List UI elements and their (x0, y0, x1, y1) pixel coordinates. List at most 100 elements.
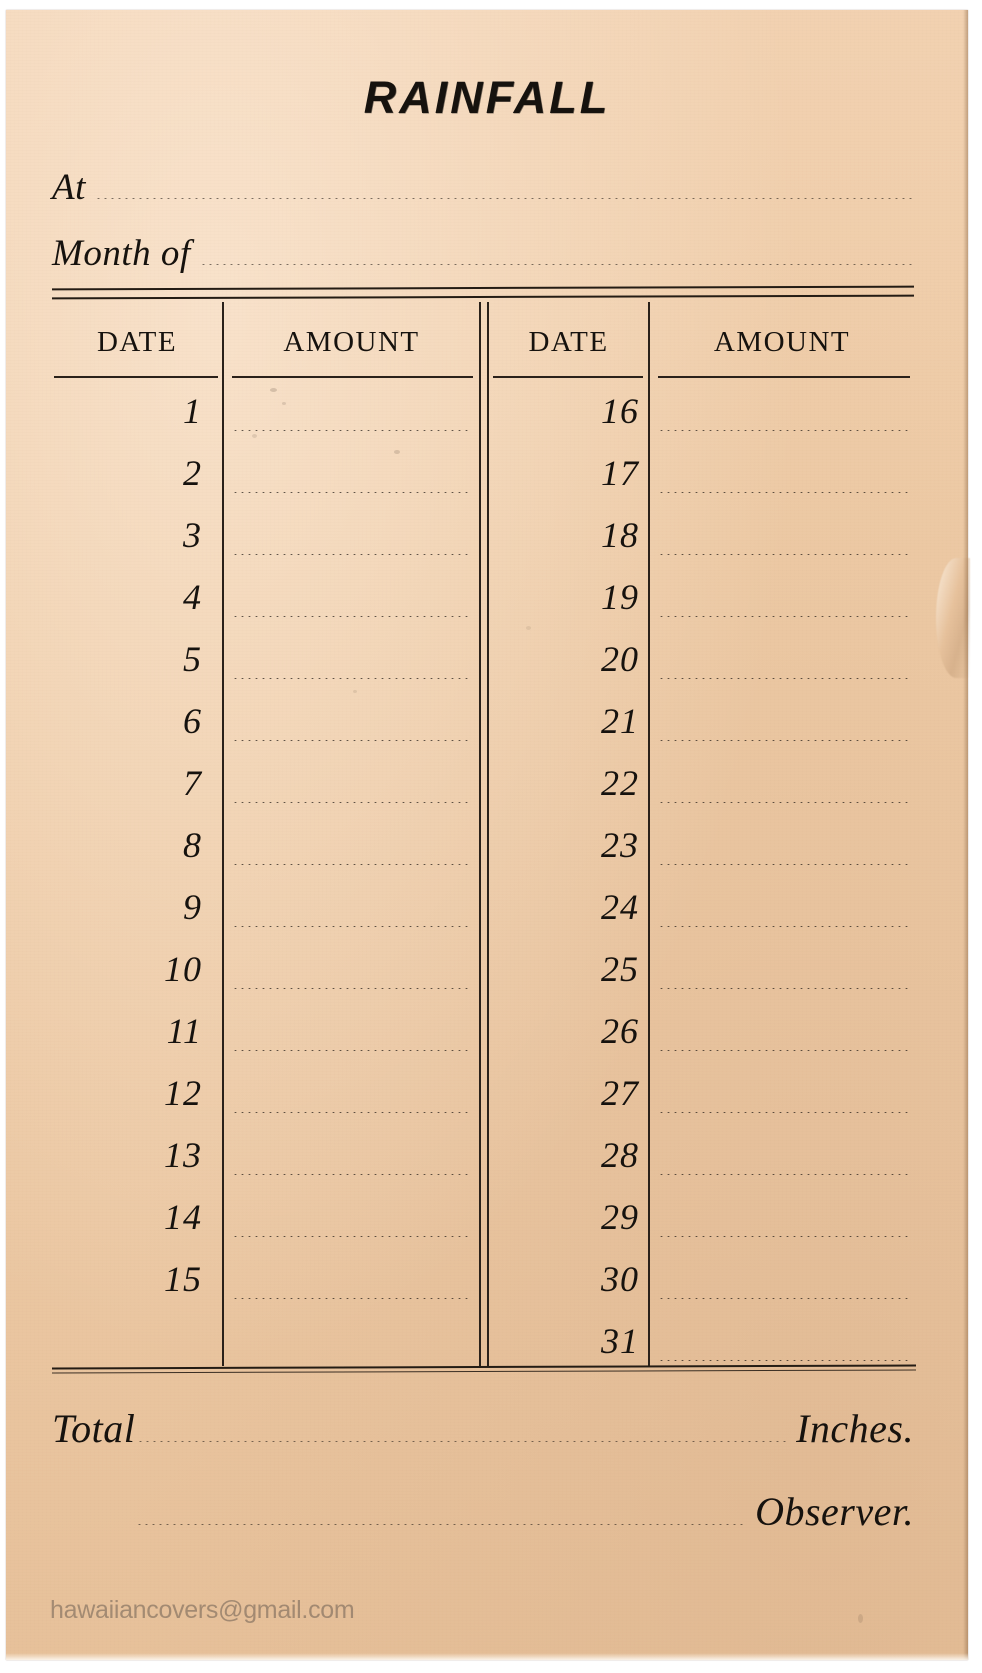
table-row: 5 (52, 628, 914, 690)
amount-input-19[interactable] (658, 616, 908, 617)
table-row: 6 (52, 690, 914, 752)
card-right-edge-shadow (963, 10, 968, 1660)
page-title: RAINFALL (363, 72, 611, 123)
amount-input-4[interactable] (232, 616, 470, 617)
field-row-at: At (52, 166, 914, 209)
amount-input-2[interactable] (232, 492, 470, 493)
date-cell-27: 27 (601, 1073, 639, 1113)
amount-input-21[interactable] (658, 740, 908, 741)
amount-input-1[interactable] (232, 430, 470, 431)
amount-input-30[interactable] (658, 1298, 908, 1299)
table-row: 10 (52, 938, 914, 1000)
amount-input-6[interactable] (232, 740, 470, 741)
date-cell-25: 25 (601, 949, 639, 989)
table-row: 30 (52, 1248, 914, 1310)
column-header-date-left: DATE (96, 326, 178, 358)
amount-input-23[interactable] (658, 864, 908, 865)
table-row: 23 (52, 814, 914, 876)
field-label-at: At (52, 167, 86, 208)
amount-input-27[interactable] (658, 1112, 908, 1113)
table-row: 22 (52, 752, 914, 814)
column-header-date-right: DATE (528, 326, 609, 358)
field-row-month-of: Month of (52, 232, 914, 275)
date-cell-18: 18 (601, 515, 639, 555)
table-row: 31 (52, 1310, 914, 1372)
field-input-at[interactable] (94, 198, 914, 199)
observer-label: Observer. (755, 1489, 914, 1534)
table-row: 25 (52, 938, 914, 1000)
date-cell-10: 10 (164, 949, 202, 989)
amount-input-9[interactable] (232, 926, 470, 927)
header-underline-date-right (493, 376, 643, 378)
header-underline-amount-left (232, 376, 473, 378)
amount-input-16[interactable] (658, 430, 908, 431)
table-row: 17 (52, 442, 914, 504)
footer-row-observer: Total Observer. (52, 1488, 914, 1535)
center-divider-right-bar (487, 302, 489, 1366)
date-cell-7: 7 (183, 763, 202, 803)
amount-input-7[interactable] (232, 802, 470, 803)
table-row: 9 (52, 876, 914, 938)
date-cell-6: 6 (183, 701, 202, 741)
date-cell-17: 17 (601, 453, 639, 493)
date-cell-3: 3 (183, 515, 202, 555)
amount-input-26[interactable] (658, 1050, 908, 1051)
table-row: 7 (52, 752, 914, 814)
date-cell-15: 15 (164, 1259, 202, 1299)
amount-input-18[interactable] (658, 554, 908, 555)
amount-input-10[interactable] (232, 988, 470, 989)
date-cell-14: 14 (164, 1197, 202, 1237)
date-cell-20: 20 (601, 639, 639, 679)
amount-input-24[interactable] (658, 926, 908, 927)
date-cell-1: 1 (183, 391, 202, 431)
date-cell-8: 8 (183, 825, 202, 865)
column-header-amount-right: AMOUNT (713, 326, 851, 358)
table-row: 8 (52, 814, 914, 876)
rainfall-table-body: 1 2 3 4 5 6 7 8 9 10 11 12 13 14 15 16 17 18 19 20 21 22 23 24 2… (52, 380, 914, 1366)
amount-input-3[interactable] (232, 554, 470, 555)
column-divider-left (222, 302, 224, 1366)
amount-input-13[interactable] (232, 1174, 470, 1175)
header-underline-amount-right (658, 376, 910, 378)
date-cell-9: 9 (183, 887, 202, 927)
center-divider-left-bar (479, 302, 481, 1366)
observer-input[interactable] (135, 1524, 746, 1525)
amount-input-22[interactable] (658, 802, 908, 803)
amount-input-14[interactable] (232, 1236, 470, 1237)
table-row: 19 (52, 566, 914, 628)
amount-input-17[interactable] (658, 492, 908, 493)
table-row: 2 (52, 442, 914, 504)
date-cell-16: 16 (601, 391, 639, 431)
table-row: 11 (52, 1000, 914, 1062)
table-row: 12 (52, 1062, 914, 1124)
amount-input-5[interactable] (232, 678, 470, 679)
amount-input-15[interactable] (232, 1298, 470, 1299)
card-bottom-edge-highlight (6, 1653, 968, 1660)
date-cell-26: 26 (601, 1011, 639, 1051)
total-input[interactable] (137, 1441, 787, 1442)
table-row: 1 (52, 380, 914, 442)
amount-input-28[interactable] (658, 1174, 908, 1175)
date-cell-21: 21 (601, 701, 639, 741)
rainfall-table: DATE AMOUNT DATE AMOUNT 1 2 3 4 5 6 7 8 9 10 11 12 1… (52, 302, 914, 1366)
table-row: 4 (52, 566, 914, 628)
table-row: 13 (52, 1124, 914, 1186)
amount-input-29[interactable] (658, 1236, 908, 1237)
table-row: 28 (52, 1124, 914, 1186)
amount-input-12[interactable] (232, 1112, 470, 1113)
paper-crease-defect (936, 558, 970, 678)
date-cell-30: 30 (601, 1259, 639, 1299)
paper-speck (858, 1614, 863, 1623)
table-row: 3 (52, 504, 914, 566)
amount-input-25[interactable] (658, 988, 908, 989)
amount-input-31[interactable] (658, 1360, 908, 1361)
field-label-month-of: Month of (52, 233, 191, 274)
date-cell-28: 28 (601, 1135, 639, 1175)
amount-input-8[interactable] (232, 864, 470, 865)
amount-input-20[interactable] (658, 678, 908, 679)
amount-input-11[interactable] (232, 1050, 470, 1051)
table-row: 15 (52, 1248, 914, 1310)
field-input-month-of[interactable] (199, 264, 914, 265)
table-row: 18 (52, 504, 914, 566)
date-cell-2: 2 (183, 453, 202, 493)
